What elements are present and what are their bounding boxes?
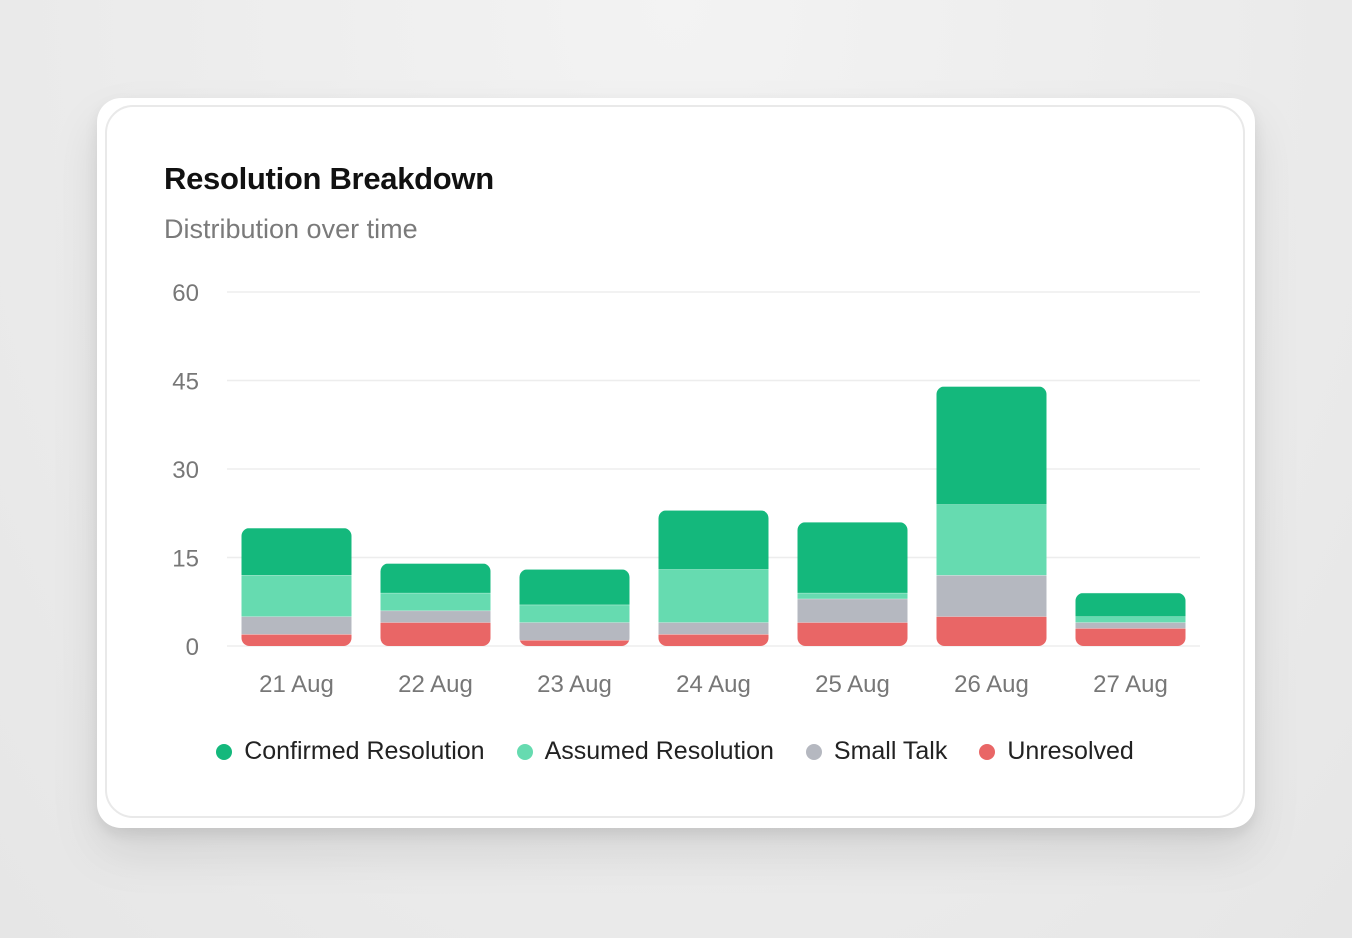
- x-tick-label: 26 Aug: [954, 671, 1029, 698]
- bar-segment-small-talk: [797, 598, 908, 623]
- bar-segment-confirmed-resolution: [380, 563, 491, 593]
- y-tick-label: 60: [172, 280, 199, 307]
- legend-label: Unresolved: [1007, 737, 1134, 765]
- y-tick-label: 30: [172, 457, 199, 484]
- bar-segment-assumed-resolution: [519, 604, 630, 623]
- y-tick-label: 0: [186, 634, 199, 661]
- bar-segment-confirmed-resolution: [1075, 592, 1186, 617]
- bar-stack: [519, 569, 630, 646]
- legend-label: Small Talk: [833, 737, 948, 765]
- chart-card-inner: Resolution Breakdown Distribution over t…: [105, 105, 1245, 818]
- bar-stack: [241, 528, 352, 646]
- legend-label: Confirmed Resolution: [244, 737, 485, 765]
- legend-item-assumed-resolution[interactable]: Assumed Resolution: [516, 737, 774, 766]
- bar-segment-small-talk: [936, 575, 1047, 617]
- bar-segment-assumed-resolution: [1075, 616, 1186, 623]
- bar-segment-unresolved: [519, 640, 630, 646]
- bar-segment-unresolved: [380, 622, 491, 646]
- legend-item-confirmed-resolution[interactable]: Confirmed Resolution: [216, 737, 485, 766]
- legend-item-small-talk[interactable]: Small Talk: [805, 737, 948, 766]
- bar-segment-small-talk: [1075, 622, 1186, 629]
- legend-dot-icon: [516, 743, 533, 760]
- bar-segment-unresolved: [658, 634, 769, 646]
- bar-stack: [797, 522, 908, 646]
- legend-dot-icon: [979, 743, 996, 760]
- bar-segment-unresolved: [1075, 628, 1186, 646]
- chart-subtitle: Distribution over time: [164, 214, 418, 244]
- x-tick-label: 25 Aug: [815, 671, 890, 698]
- bar-segment-confirmed-resolution: [519, 569, 630, 605]
- legend-dot-icon: [216, 743, 233, 760]
- bar-segment-assumed-resolution: [241, 575, 352, 617]
- chart-title: Resolution Breakdown: [164, 161, 494, 196]
- stacked-bar-chart: 0 15 30 45 60 21 Aug 22 Aug 23 Aug 24 Aug 25 Aug…: [172, 280, 1200, 698]
- bar-segment-small-talk: [519, 622, 630, 641]
- bar-segment-confirmed-resolution: [658, 510, 769, 570]
- bar-segment-confirmed-resolution: [241, 528, 352, 576]
- bar-segment-assumed-resolution: [797, 592, 908, 599]
- bar-segment-unresolved: [241, 634, 352, 646]
- x-tick-label: 24 Aug: [676, 671, 751, 698]
- chart-legend: Confirmed Resolution Assumed Resolution Sm…: [107, 737, 1243, 766]
- x-tick-label: 23 Aug: [537, 671, 612, 698]
- bar-segment-unresolved: [797, 622, 908, 646]
- legend-label: Assumed Resolution: [544, 737, 774, 765]
- bars: [241, 386, 1186, 646]
- chart-card: Resolution Breakdown Distribution over t…: [97, 98, 1255, 828]
- bar-segment-small-talk: [241, 616, 352, 635]
- legend-dot-icon: [805, 743, 822, 760]
- x-tick-label: 22 Aug: [398, 671, 473, 698]
- bar-segment-assumed-resolution: [658, 569, 769, 623]
- bar-segment-confirmed-resolution: [797, 522, 908, 593]
- bar-stack: [380, 563, 491, 646]
- bar-stack: [1075, 592, 1186, 646]
- x-tick-label: 27 Aug: [1093, 671, 1168, 698]
- y-tick-label: 45: [172, 369, 199, 396]
- x-axis-labels: 21 Aug 22 Aug 23 Aug 24 Aug 25 Aug 26 Aug 27 A…: [259, 671, 1168, 698]
- bar-stack: [658, 510, 769, 646]
- bar-segment-assumed-resolution: [936, 504, 1047, 576]
- legend-item-unresolved[interactable]: Unresolved: [979, 737, 1134, 766]
- bar-segment-small-talk: [658, 622, 769, 635]
- bar-segment-unresolved: [936, 616, 1047, 646]
- bar-segment-small-talk: [380, 610, 491, 623]
- bar-segment-assumed-resolution: [380, 592, 491, 611]
- bar-segment-confirmed-resolution: [936, 386, 1047, 505]
- x-tick-label: 21 Aug: [259, 671, 334, 698]
- bar-stack: [936, 386, 1047, 646]
- y-tick-label: 15: [172, 546, 199, 573]
- y-axis-labels: 0 15 30 45 60: [172, 280, 199, 661]
